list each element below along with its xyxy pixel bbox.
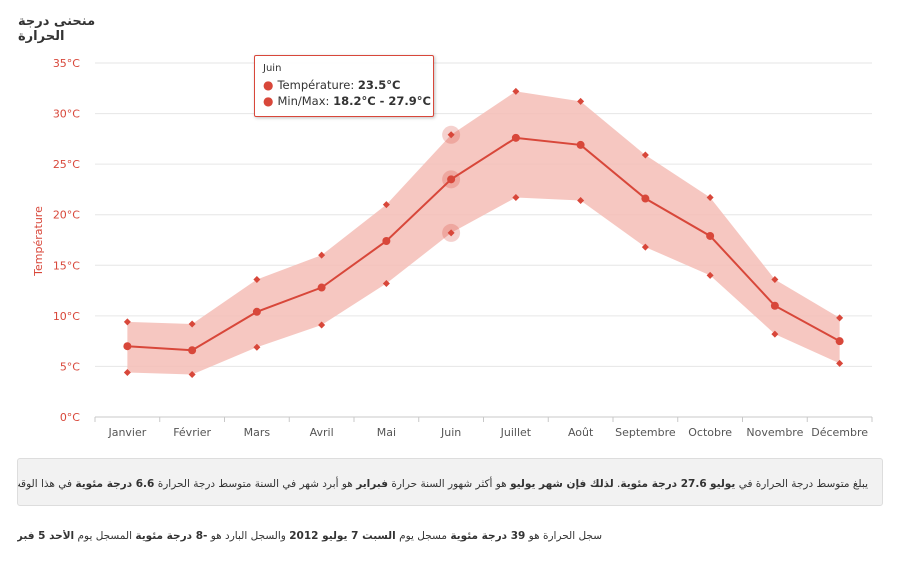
y-tick-label: 0°C xyxy=(60,411,80,424)
min-marker[interactable] xyxy=(771,330,779,338)
x-tick-label: Janvier xyxy=(107,426,146,439)
min-marker[interactable] xyxy=(706,271,714,279)
y-tick-label: 35°C xyxy=(53,57,80,70)
mean-point[interactable] xyxy=(123,342,132,351)
x-tick-label: Août xyxy=(568,426,594,439)
max-marker[interactable] xyxy=(512,87,520,95)
min-marker[interactable] xyxy=(253,343,261,351)
summary-text: يبلغ متوسط درجة الحرارة في xyxy=(738,478,868,490)
max-marker[interactable] xyxy=(253,275,261,283)
summary-emphasis: لذلك فإن شهر يوليو xyxy=(510,478,614,490)
x-tick-label: Juin xyxy=(440,426,461,439)
bullet-icon: ● xyxy=(263,78,274,92)
data-markers xyxy=(123,87,844,379)
min-marker[interactable] xyxy=(836,359,844,367)
y-tick-label: 25°C xyxy=(53,158,80,171)
bullet-icon: ● xyxy=(263,94,274,108)
mean-point[interactable] xyxy=(447,175,456,184)
mean-point[interactable] xyxy=(641,194,650,203)
coldest-value: 6.6 درجة مئوية xyxy=(75,478,155,490)
tooltip-temperature-row: ● Température: 23.5°C xyxy=(263,77,425,93)
x-tick-label: Novembre xyxy=(746,426,803,439)
mean-point[interactable] xyxy=(252,307,261,316)
series-line xyxy=(127,136,841,352)
summary-box: يبلغ متوسط درجة الحرارة في يوليو 27.6 در… xyxy=(17,458,883,506)
tooltip-temperature-value: 23.5°C xyxy=(357,78,401,92)
tooltip-range-value: 18.2°C - 27.9°C xyxy=(333,94,431,108)
summary-text: هو أبرد شهر في السنة متوسط درجة الحرارة xyxy=(157,478,353,490)
mean-point[interactable] xyxy=(576,140,585,149)
chart-tooltip: Juin ● Température: 23.5°C ● Min/Max: 18.2… xyxy=(254,55,434,117)
tooltip-temperature-label: Température: xyxy=(277,78,355,92)
mean-point[interactable] xyxy=(188,346,197,355)
hottest-value: 27.6 درجة مئوية xyxy=(620,478,707,490)
y-axis-ticks: 0°C 5°C 10°C 15°C 20°C 25°C 30°C 35°C xyxy=(53,57,80,424)
record-high-date: السبت 7 يوليو 2012 xyxy=(289,530,396,542)
record-low-date: الأحد 5 فبراير 2012 xyxy=(17,530,75,542)
y-tick-label: 15°C xyxy=(53,259,80,272)
max-marker[interactable] xyxy=(577,97,585,105)
records-part: مسجل يوم xyxy=(399,530,447,542)
max-marker[interactable] xyxy=(641,151,649,159)
temperature-line xyxy=(127,136,841,352)
max-marker[interactable] xyxy=(318,251,326,259)
x-tick-label: Mai xyxy=(377,426,396,439)
max-marker[interactable] xyxy=(836,314,844,322)
tooltip-title: Juin xyxy=(263,63,282,74)
range-area xyxy=(127,91,840,375)
min-marker[interactable] xyxy=(577,197,585,205)
x-axis-ticks: Janvier Février Mars Avril Mai Juin Juillet Aoû… xyxy=(94,417,873,439)
y-axis-label: Température xyxy=(32,206,45,277)
record-high-value: 39 درجة مئوية xyxy=(450,530,526,542)
coldest-month: فبراير xyxy=(356,478,388,490)
x-tick-label: Avril xyxy=(310,426,334,439)
y-tick-label: 10°C xyxy=(53,310,80,323)
min-marker[interactable] xyxy=(188,371,196,379)
x-tick-label: Octobre xyxy=(688,426,732,439)
mean-point[interactable] xyxy=(382,237,391,246)
records-text: سجل الحرارة هو 39 درجة مئوية مسجل يوم ال… xyxy=(17,530,602,542)
mean-point[interactable] xyxy=(835,337,844,346)
max-marker[interactable] xyxy=(188,320,196,328)
min-marker[interactable] xyxy=(382,279,390,287)
x-tick-label: Décembre xyxy=(811,426,868,439)
tooltip-range-label: Min/Max: xyxy=(277,94,330,108)
record-low-value: -8 درجة مئوية xyxy=(135,530,208,542)
chart-heading: منحنى درجة الحرارة xyxy=(18,14,96,44)
mean-point[interactable] xyxy=(317,283,326,292)
y-tick-label: 5°C xyxy=(60,360,80,373)
max-marker[interactable] xyxy=(706,194,714,202)
tooltip-range-row: ● Min/Max: 18.2°C - 27.9°C xyxy=(263,93,431,109)
max-marker[interactable] xyxy=(123,318,131,326)
x-tick-label: Février xyxy=(173,426,211,439)
min-marker[interactable] xyxy=(123,368,131,376)
y-tick-label: 20°C xyxy=(53,209,80,222)
min-max-band xyxy=(127,91,840,375)
records-part: والسجل البارد هو xyxy=(210,530,286,542)
max-marker[interactable] xyxy=(771,275,779,283)
summary-text: في هذا الوقت xyxy=(18,478,73,490)
mean-point[interactable] xyxy=(770,301,779,310)
min-marker[interactable] xyxy=(641,243,649,251)
x-tick-label: Septembre xyxy=(615,426,676,439)
x-tick-label: Mars xyxy=(244,426,271,439)
max-marker[interactable] xyxy=(382,201,390,209)
min-marker[interactable] xyxy=(447,229,455,237)
temperature-chart: 0°C 5°C 10°C 15°C 20°C 25°C 30°C 35°C Janvier Fé… xyxy=(32,57,873,439)
records-part: سجل الحرارة هو xyxy=(528,530,602,542)
y-tick-label: 30°C xyxy=(53,108,80,121)
min-marker[interactable] xyxy=(318,321,326,329)
x-tick-label: Juillet xyxy=(500,426,532,439)
hottest-month: يوليو xyxy=(710,478,736,490)
mean-point[interactable] xyxy=(706,231,715,240)
summary-text: . xyxy=(617,478,621,490)
max-marker[interactable] xyxy=(447,131,455,139)
records-part: المسجل يوم xyxy=(77,530,132,542)
summary-text: هو أكثر شهور السنة حرارة xyxy=(391,478,507,490)
min-marker[interactable] xyxy=(512,194,520,202)
mean-point[interactable] xyxy=(511,133,520,142)
